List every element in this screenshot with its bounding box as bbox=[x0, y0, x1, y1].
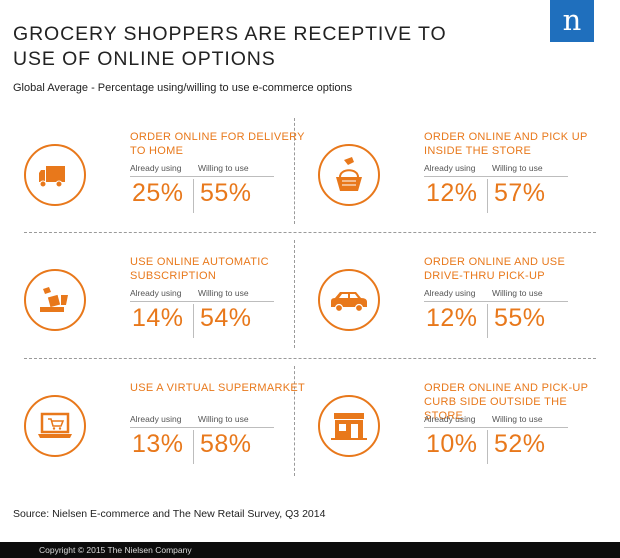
willing-to-use-value: 57% bbox=[494, 179, 546, 207]
option-label: ORDER ONLINE AND USE DRIVE-THRU PICK-UP bbox=[424, 256, 566, 282]
value-separator bbox=[193, 179, 194, 213]
basket-icon bbox=[336, 157, 362, 191]
option-cell-virtual-supermarket: USE A VIRTUAL SUPERMARKET Already using … bbox=[24, 378, 314, 498]
option-label: ORDER ONLINE AND PICK UP INSIDE THE STOR… bbox=[424, 131, 588, 157]
divider-horizontal bbox=[24, 358, 596, 359]
option-label: USE ONLINE AUTOMATIC SUBSCRIPTION bbox=[130, 256, 269, 282]
already-using-value: 14% bbox=[132, 304, 184, 332]
header-rule bbox=[130, 176, 274, 177]
column-header-willing: Willing to use bbox=[492, 414, 543, 424]
column-header-already: Already using bbox=[130, 163, 182, 173]
icon-circle bbox=[318, 144, 380, 206]
footer-bar: Copyright © 2015 The Nielsen Company bbox=[0, 542, 620, 558]
laptop-cart-icon bbox=[38, 412, 72, 438]
divider-vertical bbox=[294, 118, 295, 224]
column-header-willing: Willing to use bbox=[198, 288, 249, 298]
header-rule bbox=[130, 427, 274, 428]
header-rule bbox=[424, 427, 568, 428]
icon-circle bbox=[24, 269, 86, 331]
value-separator bbox=[487, 430, 488, 464]
already-using-value: 25% bbox=[132, 179, 184, 207]
column-header-already: Already using bbox=[424, 414, 476, 424]
page-title: GROCERY SHOPPERS ARE RECEPTIVE TO USE OF… bbox=[13, 23, 447, 70]
option-label: ORDER ONLINE FOR DELIVERY TO HOME bbox=[130, 131, 305, 157]
value-separator bbox=[193, 430, 194, 464]
subscription-box-icon bbox=[40, 287, 68, 312]
column-header-willing: Willing to use bbox=[492, 163, 543, 173]
already-using-value: 13% bbox=[132, 430, 184, 458]
truck-icon bbox=[39, 166, 65, 188]
willing-to-use-value: 55% bbox=[494, 304, 546, 332]
option-cell-drive-thru: ORDER ONLINE AND USE DRIVE-THRU PICK-UP … bbox=[318, 252, 608, 372]
willing-to-use-value: 54% bbox=[200, 304, 252, 332]
subtitle: Global Average - Percentage using/willin… bbox=[13, 82, 353, 94]
nielsen-logo: n bbox=[550, 0, 594, 42]
column-header-willing: Willing to use bbox=[492, 288, 543, 298]
icon-circle bbox=[318, 395, 380, 457]
column-header-already: Already using bbox=[130, 414, 182, 424]
value-separator bbox=[193, 304, 194, 338]
icon-circle bbox=[24, 144, 86, 206]
willing-to-use-value: 58% bbox=[200, 430, 252, 458]
willing-to-use-value: 55% bbox=[200, 179, 252, 207]
source-note: Source: Nielsen E-commerce and The New R… bbox=[13, 508, 326, 520]
column-header-already: Already using bbox=[424, 288, 476, 298]
divider-vertical bbox=[294, 366, 295, 476]
option-cell-delivery: ORDER ONLINE FOR DELIVERY TO HOME Alread… bbox=[24, 127, 314, 247]
column-header-willing: Willing to use bbox=[198, 414, 249, 424]
header-rule bbox=[130, 301, 274, 302]
already-using-value: 12% bbox=[426, 304, 478, 332]
divider-horizontal bbox=[24, 232, 596, 233]
storefront-icon bbox=[331, 413, 367, 440]
value-separator bbox=[487, 179, 488, 213]
already-using-value: 12% bbox=[426, 179, 478, 207]
already-using-value: 10% bbox=[426, 430, 478, 458]
header-rule bbox=[424, 176, 568, 177]
column-header-already: Already using bbox=[130, 288, 182, 298]
column-header-willing: Willing to use bbox=[198, 163, 249, 173]
option-cell-pickup-inside: ORDER ONLINE AND PICK UP INSIDE THE STOR… bbox=[318, 127, 608, 247]
option-cell-subscription: USE ONLINE AUTOMATIC SUBSCRIPTION Alread… bbox=[24, 252, 314, 372]
icon-circle bbox=[318, 269, 380, 331]
willing-to-use-value: 52% bbox=[494, 430, 546, 458]
option-label: USE A VIRTUAL SUPERMARKET bbox=[130, 382, 305, 394]
value-separator bbox=[487, 304, 488, 338]
column-header-already: Already using bbox=[424, 163, 476, 173]
icon-circle bbox=[24, 395, 86, 457]
divider-vertical bbox=[294, 240, 295, 348]
header-rule bbox=[424, 301, 568, 302]
option-cell-curbside: ORDER ONLINE AND PICK-UP CURB SIDE OUTSI… bbox=[318, 378, 608, 498]
copyright-text: Copyright © 2015 The Nielsen Company bbox=[39, 545, 192, 555]
option-label: ORDER ONLINE AND PICK-UP CURB SIDE OUTSI… bbox=[424, 382, 589, 422]
car-icon bbox=[331, 292, 367, 313]
